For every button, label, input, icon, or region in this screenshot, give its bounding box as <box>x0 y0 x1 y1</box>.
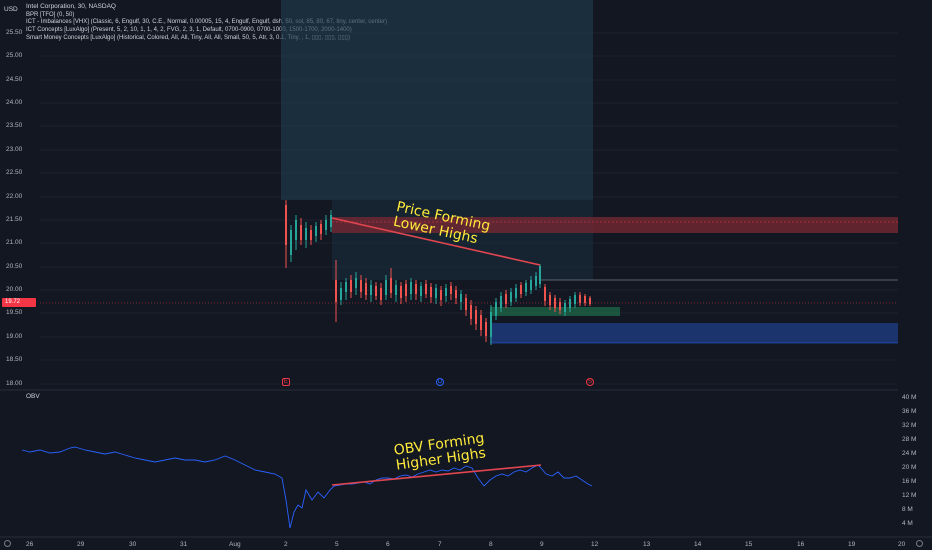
indicator-ict-imbalances[interactable]: ICT - Imbalances [VHX] (Classic, 6, Engu… <box>26 19 387 25</box>
split-icon[interactable]: S <box>586 378 594 386</box>
time-tick: 30 <box>129 541 137 548</box>
price-tick: 25.00 <box>6 52 23 59</box>
time-tick: 12 <box>591 541 599 548</box>
obv-trendline <box>331 464 542 486</box>
indicator-bpr[interactable]: BPR [TFO] (0, 50) <box>26 12 75 18</box>
time-tick: 26 <box>26 541 34 548</box>
price-tick: 18.00 <box>6 380 23 387</box>
time-tick: 31 <box>180 541 188 548</box>
time-tick: 2 <box>284 541 288 548</box>
obv-tick: 36 M <box>902 408 917 415</box>
currency-label: USD <box>4 6 18 13</box>
time-tick: 8 <box>489 541 493 548</box>
time-tick: 16 <box>797 541 805 548</box>
price-tick: 19.00 <box>6 333 23 340</box>
obv-tick: 4 M <box>902 520 913 527</box>
obv-tick: 28 M <box>902 436 917 443</box>
obv-tick: 32 M <box>902 422 917 429</box>
supply-zone <box>332 217 898 233</box>
time-tick: Aug <box>229 541 241 548</box>
earnings-icon[interactable]: E <box>282 378 290 386</box>
time-tick: 29 <box>77 541 85 548</box>
obv-line <box>21 446 593 529</box>
indicator-smc[interactable]: Smart Money Concepts [LuxAlgo] (Historic… <box>26 35 350 41</box>
time-tick: 13 <box>643 541 651 548</box>
price-tick: 22.50 <box>6 169 23 176</box>
price-tick: 21.50 <box>6 216 23 223</box>
obv-tick: 12 M <box>902 492 917 499</box>
obv-pane-label[interactable]: OBV <box>26 393 40 400</box>
price-tick: 23.00 <box>6 146 23 153</box>
time-tick: 19 <box>848 541 856 548</box>
obv-tick: 24 M <box>902 450 917 457</box>
price-trendline <box>331 217 541 266</box>
settings-icon[interactable] <box>4 540 11 547</box>
dividend-icon[interactable]: D <box>436 378 444 386</box>
price-tick: 25.50 <box>6 29 23 36</box>
time-tick: 7 <box>438 541 442 548</box>
time-tick: 20 <box>898 541 906 548</box>
price-tick: 21.00 <box>6 239 23 246</box>
symbol-title[interactable]: Intel Corporation, 30, NASDAQ <box>26 3 116 10</box>
price-tick: 24.50 <box>6 76 23 83</box>
price-tick: 20.50 <box>6 263 23 270</box>
price-tick: 24.00 <box>6 99 23 106</box>
price-tick: 20.00 <box>6 286 23 293</box>
obv-tick: 8 M <box>902 506 913 513</box>
time-tick: 5 <box>335 541 339 548</box>
obv-tick: 20 M <box>902 464 917 471</box>
obv-tick: 16 M <box>902 478 917 485</box>
price-tick: 18.50 <box>6 356 23 363</box>
current-price-badge: 19.72 <box>2 298 36 307</box>
price-tick: 22.00 <box>6 193 23 200</box>
time-tick: 6 <box>386 541 390 548</box>
obv-tick: 40 M <box>902 394 917 401</box>
time-tick: 14 <box>694 541 702 548</box>
candles <box>285 200 591 345</box>
price-tick: 19.50 <box>6 309 23 316</box>
indicator-ict-concepts[interactable]: ICT Concepts [LuxAlgo] (Present, 5, 2, 1… <box>26 27 352 33</box>
session-zone-lower <box>332 200 593 280</box>
time-tick: 9 <box>540 541 544 548</box>
time-tick: 15 <box>745 541 753 548</box>
gear-icon[interactable] <box>916 540 923 547</box>
session-zone <box>281 0 593 200</box>
demand-zone <box>490 323 898 343</box>
price-tick: 23.50 <box>6 122 23 129</box>
